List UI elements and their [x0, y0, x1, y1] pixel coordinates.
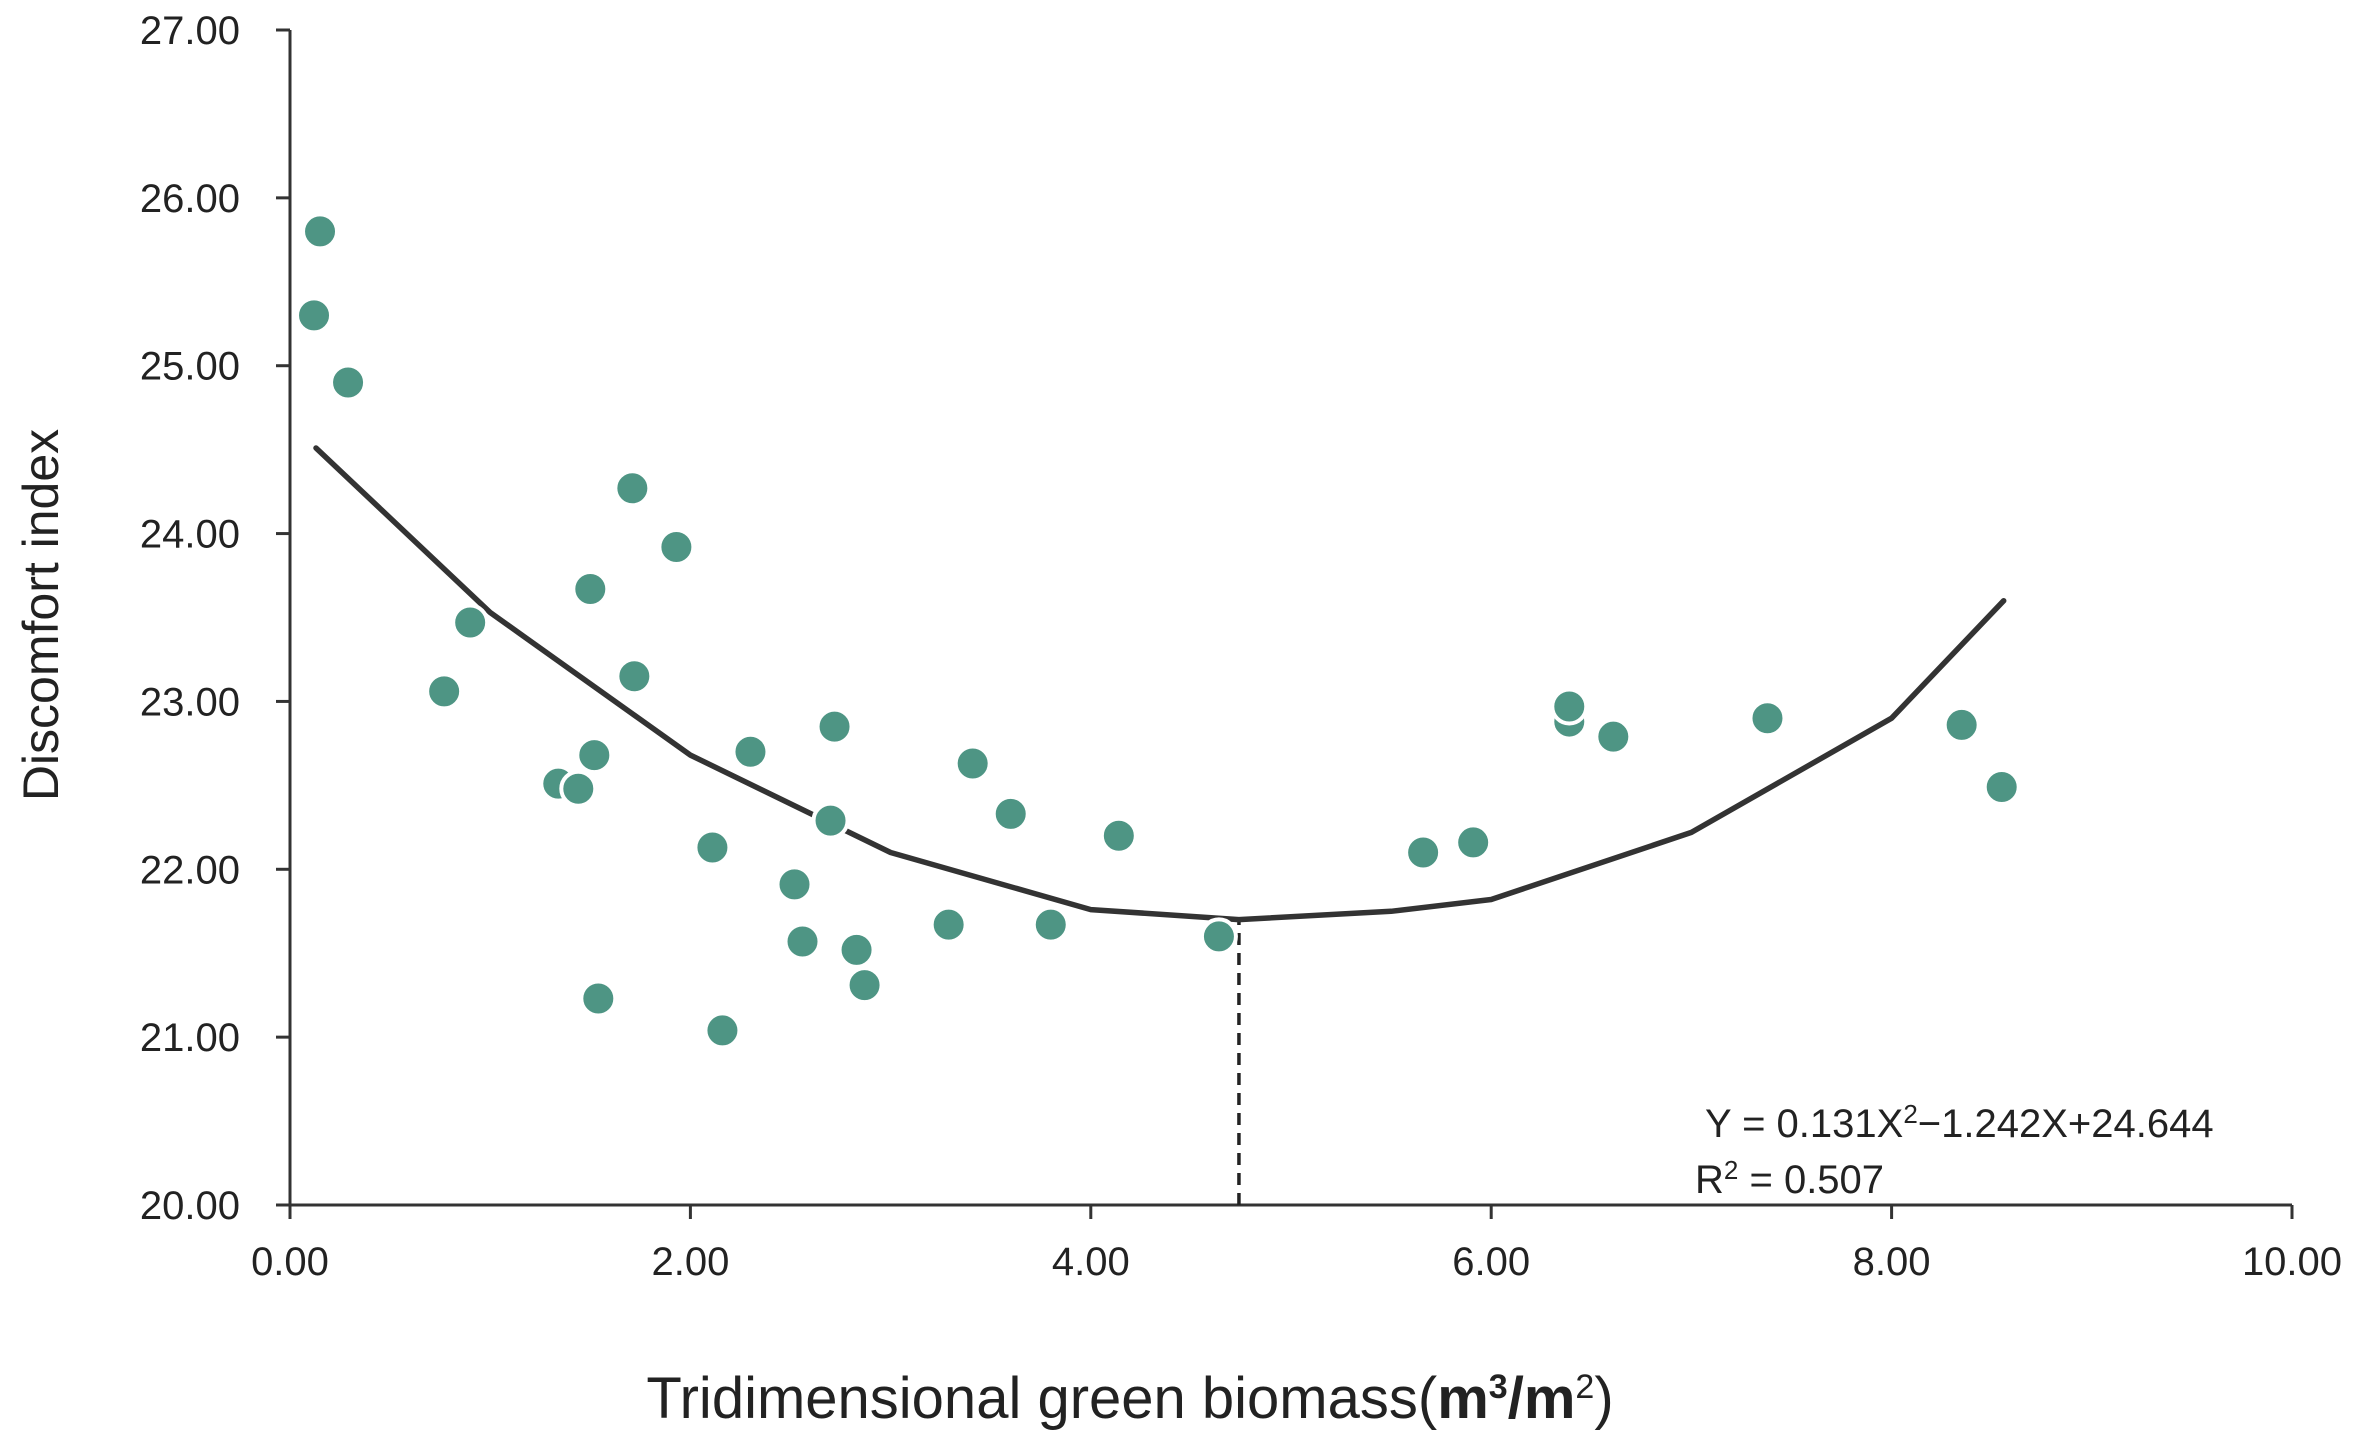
scatter-point: [1550, 687, 1589, 726]
axes: [288, 30, 2292, 1207]
scatter-point: [845, 966, 884, 1005]
x-tick-label: 8.00: [1853, 1240, 1931, 1284]
y-tick-label: 26.00: [140, 177, 240, 221]
scatter-point: [693, 828, 732, 867]
y-tick-label: 24.00: [140, 513, 240, 557]
regression-equation: Y = 0.131X2−1.242X+24.644: [1705, 1099, 2214, 1146]
x-axis-title: Tridimensional green biomass(m3/m2): [646, 1366, 1613, 1431]
scatter-point: [1404, 833, 1443, 872]
scatter-point: [301, 212, 340, 251]
scatter-point: [615, 657, 654, 696]
scatter-point: [775, 865, 814, 904]
scatter-point: [295, 296, 334, 335]
scatter-point: [1199, 917, 1238, 956]
x-tick-label: 0.00: [251, 1240, 329, 1284]
scatter-point: [991, 794, 1030, 833]
fitted-curve-group: [313, 445, 2007, 923]
scatter-point: [559, 769, 598, 808]
scatter-point: [575, 736, 614, 775]
x-tick-label: 2.00: [651, 1240, 729, 1284]
scatter-point: [613, 469, 652, 508]
scatter-point: [811, 801, 850, 840]
y-tick-label: 21.00: [140, 1016, 240, 1060]
y-axis-title: Discomfort index: [13, 429, 69, 801]
y-tick-label: 23.00: [140, 680, 240, 724]
scatter-point: [1031, 905, 1070, 944]
scatter-point: [1942, 705, 1981, 744]
x-tick-label: 6.00: [1452, 1240, 1530, 1284]
scatter-point: [703, 1011, 742, 1050]
x-axis-ticks: 0.00 2.00 4.00 6.00 8.00 10.00: [251, 1205, 2342, 1284]
fitted-curve: [313, 445, 2007, 923]
scatter-point: [837, 930, 876, 969]
x-tick-label: 4.00: [1052, 1240, 1130, 1284]
scatter-point: [1099, 816, 1138, 855]
scatter-point: [953, 744, 992, 783]
scatter-point: [329, 363, 368, 402]
scatter-point: [1748, 699, 1787, 738]
y-tick-label: 20.00: [140, 1184, 240, 1228]
scatter-point: [657, 528, 696, 566]
scatter-point: [929, 905, 968, 944]
scatter-point: [571, 569, 610, 608]
scatter-point: [783, 922, 822, 961]
y-tick-label: 27.00: [140, 9, 240, 53]
scatter-point: [1594, 717, 1633, 756]
scatter-points: [295, 212, 2021, 1050]
r-squared-label: R2 = 0.507: [1695, 1155, 1884, 1202]
scatter-point: [579, 979, 618, 1018]
scatter-point: [425, 672, 464, 711]
y-tick-label: 25.00: [140, 345, 240, 389]
scatter-point: [451, 603, 490, 642]
scatter-point: [815, 707, 854, 746]
scatter-point: [731, 732, 770, 771]
scatter-point: [1454, 823, 1493, 862]
scatter-point: [1982, 768, 2021, 807]
x-tick-label: 10.00: [2242, 1240, 2342, 1284]
y-tick-label: 22.00: [140, 848, 240, 892]
y-axis-ticks: 20.00 21.00 22.00 23.00 24.00 25.00 26.00 27.00: [140, 9, 290, 1228]
